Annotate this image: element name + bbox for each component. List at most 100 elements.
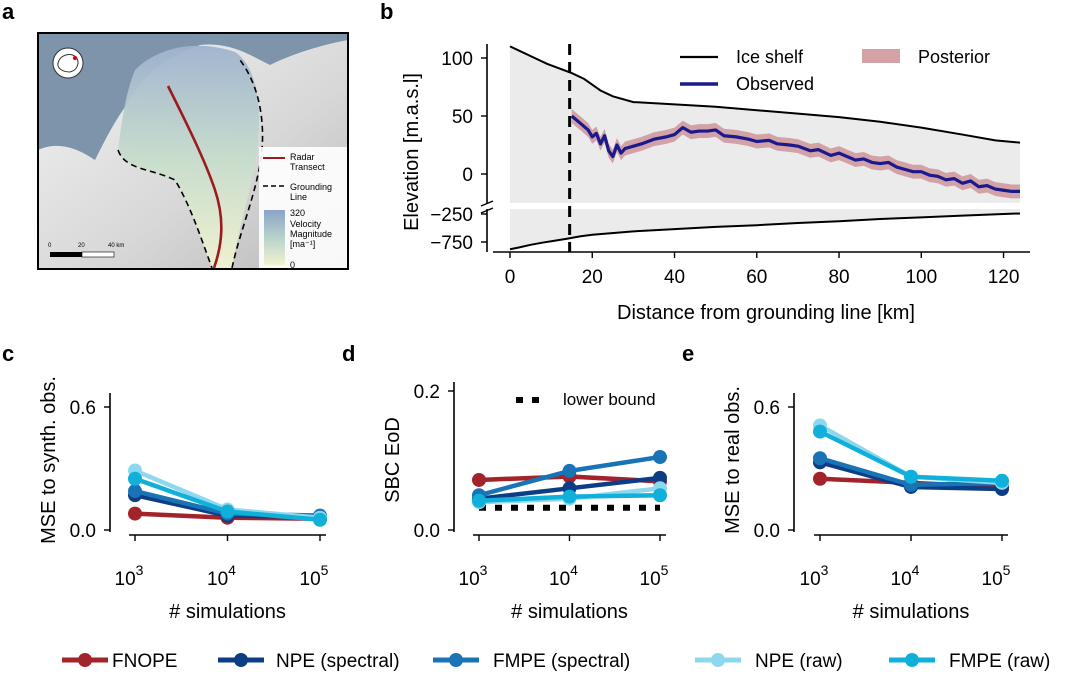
inset-marker — [72, 55, 78, 61]
legend-radar-transect: Radar Transect — [290, 152, 325, 172]
map-ice-shelf — [118, 45, 260, 269]
y-tick-label: 100 — [441, 49, 473, 70]
x-tick-label: 103 — [459, 562, 488, 590]
y-tick-label: 0.0 — [414, 521, 440, 542]
y-tick-label: −750 — [430, 233, 473, 254]
x-tick-exponent: 5 — [1003, 562, 1011, 578]
x-tick-label: 104 — [207, 562, 236, 590]
antarctica-inset — [52, 47, 84, 79]
y-axis-label: MSE to synth. obs. — [38, 376, 60, 544]
x-tick-label: 60 — [746, 267, 767, 288]
panel-letter-d: d — [342, 341, 355, 366]
legend-swatch-marker — [78, 653, 92, 667]
legend-label: FMPE (raw) — [949, 651, 1050, 672]
x-axis-label: # simulations — [169, 601, 286, 623]
scalebar-label-40: 40 km — [108, 243, 124, 249]
legend-velocity-label: Velocity Magnitude [ma⁻¹] — [290, 219, 332, 249]
series-point — [562, 489, 577, 504]
series-point — [904, 469, 918, 484]
x-axis-label: # simulations — [853, 601, 970, 623]
sbc-panel: 0.2 0.0 103 104 105 # simulations SBC EoD lower… — [382, 382, 669, 623]
x-tick-label: 105 — [982, 562, 1011, 590]
x-tick-exponent: 3 — [480, 562, 488, 578]
mse-real-panel: 0.6 0.0 103 104 105 # simulations MSE to real … — [722, 386, 1011, 623]
map-frame — [37, 32, 349, 270]
map-scalebar: 0 20 40 km — [48, 243, 124, 258]
x-tick-exponent: 4 — [228, 562, 236, 578]
x-tick-exponent: 3 — [821, 562, 829, 578]
legend-lower-bound-label: lower bound — [563, 390, 656, 409]
x-tick-label: 0 — [505, 267, 516, 288]
y-axis-label: SBC EoD — [382, 417, 404, 503]
radar-transect — [166, 85, 223, 269]
series-point — [653, 450, 667, 465]
x-tick-exponent: 4 — [912, 562, 920, 578]
axis-break-bottom — [480, 207, 494, 214]
series-point — [220, 504, 235, 519]
legend-swatch-marker — [711, 653, 725, 667]
panel-letter-b: b — [380, 0, 393, 24]
observed-line — [570, 114, 1020, 193]
series-point — [128, 484, 142, 499]
series-point — [653, 488, 667, 503]
series-point — [995, 473, 1009, 488]
legend-swatch-marker — [905, 653, 919, 667]
legend-swatch-marker — [234, 653, 248, 667]
velocity-colorbar — [264, 210, 285, 265]
y-tick-label: 0.0 — [70, 521, 96, 542]
mse-synth-panel: 0.6 0.0 103 104 105 # simulations MSE to synth… — [38, 376, 329, 623]
legend-velocity-max: 320 — [290, 208, 305, 218]
elevation-panel: 100 50 0 −250 −750 0 20 40 60 80 100 120 Distance fr… — [401, 44, 1030, 324]
legend-label: FMPE (spectral) — [493, 651, 630, 672]
legend-swatch-marker — [449, 653, 463, 667]
scalebar-label-20: 20 — [78, 243, 85, 249]
legend-label: NPE (raw) — [755, 651, 843, 672]
legend-ice-shelf-label: Ice shelf — [736, 47, 804, 67]
y-tick-label: 0.2 — [414, 382, 440, 403]
x-tick-exponent: 5 — [661, 562, 669, 578]
legend-posterior-label: Posterior — [918, 47, 990, 67]
antarctica-shape — [57, 54, 79, 73]
x-tick-label: 103 — [800, 562, 829, 590]
series-point — [562, 463, 577, 478]
y-tick-label: 0.6 — [70, 398, 96, 419]
series-point — [472, 472, 486, 487]
x-tick-label: 105 — [300, 562, 329, 590]
x-tick-label: 103 — [115, 562, 144, 590]
y-tick-label: 50 — [452, 107, 473, 128]
legend-velocity-min: 0 — [290, 260, 295, 270]
scalebar-label-0: 0 — [48, 243, 52, 249]
x-tick-exponent: 5 — [321, 562, 329, 578]
x-tick-label: 104 — [549, 562, 578, 590]
series-point — [813, 471, 827, 486]
series-point — [813, 424, 827, 439]
panel-letter-c: c — [2, 341, 14, 366]
y-axis-label: MSE to real obs. — [722, 386, 744, 534]
x-tick-label: 120 — [988, 267, 1020, 288]
x-tick-label: 20 — [582, 267, 603, 288]
series-point — [128, 506, 142, 521]
y-tick-label: 0.6 — [754, 398, 780, 419]
legend-posterior-swatch — [862, 49, 900, 63]
ice-shelf-base-line — [509, 212, 1021, 251]
y-tick-label: 0.0 — [754, 521, 780, 542]
ice-shelf-fill-lower — [510, 209, 1020, 250]
series-point — [128, 471, 142, 486]
x-axis-label: Distance from grounding line [km] — [617, 302, 915, 324]
series-point — [653, 470, 667, 485]
x-axis-label: # simulations — [511, 601, 628, 623]
series-point — [313, 512, 327, 527]
shared-legend: FNOPE NPE (spectral) FMPE (spectral) NPE (r… — [62, 651, 1050, 672]
legend-observed-label: Observed — [736, 74, 814, 94]
x-tick-label: 80 — [828, 267, 849, 288]
series-point — [813, 451, 827, 466]
x-tick-exponent: 3 — [136, 562, 144, 578]
x-tick-label: 100 — [905, 267, 937, 288]
panel-letter-a: a — [2, 0, 15, 24]
legend-label: FNOPE — [112, 651, 177, 672]
x-tick-label: 105 — [640, 562, 669, 590]
y-axis-label: Elevation [m.a.s.l] — [401, 73, 423, 231]
